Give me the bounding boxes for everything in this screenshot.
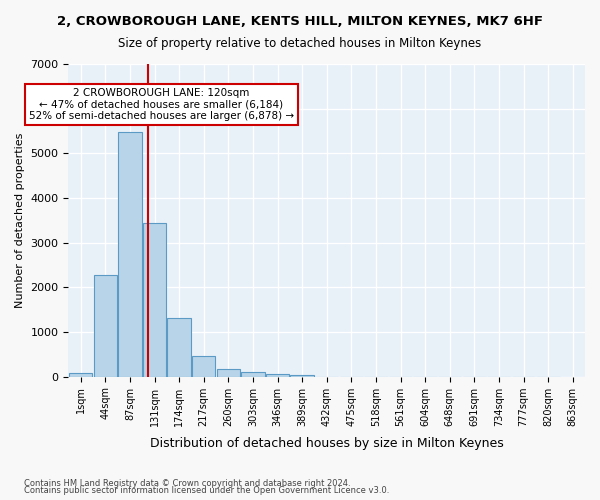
Bar: [290, 375, 314, 376]
Y-axis label: Number of detached properties: Number of detached properties: [15, 132, 25, 308]
Bar: [266, 374, 289, 376]
Bar: [167, 318, 191, 376]
Bar: [69, 373, 92, 376]
Bar: [94, 275, 117, 376]
Text: Size of property relative to detached houses in Milton Keynes: Size of property relative to detached ho…: [118, 38, 482, 51]
Text: 2 CROWBOROUGH LANE: 120sqm
← 47% of detached houses are smaller (6,184)
52% of s: 2 CROWBOROUGH LANE: 120sqm ← 47% of deta…: [29, 88, 294, 121]
Text: 2, CROWBOROUGH LANE, KENTS HILL, MILTON KEYNES, MK7 6HF: 2, CROWBOROUGH LANE, KENTS HILL, MILTON …: [57, 15, 543, 28]
Bar: [143, 223, 166, 376]
Bar: [241, 372, 265, 376]
Bar: [217, 370, 240, 376]
X-axis label: Distribution of detached houses by size in Milton Keynes: Distribution of detached houses by size …: [150, 437, 503, 450]
Text: Contains HM Land Registry data © Crown copyright and database right 2024.: Contains HM Land Registry data © Crown c…: [24, 478, 350, 488]
Text: Contains public sector information licensed under the Open Government Licence v3: Contains public sector information licen…: [24, 486, 389, 495]
Bar: [118, 132, 142, 376]
Bar: [192, 356, 215, 376]
